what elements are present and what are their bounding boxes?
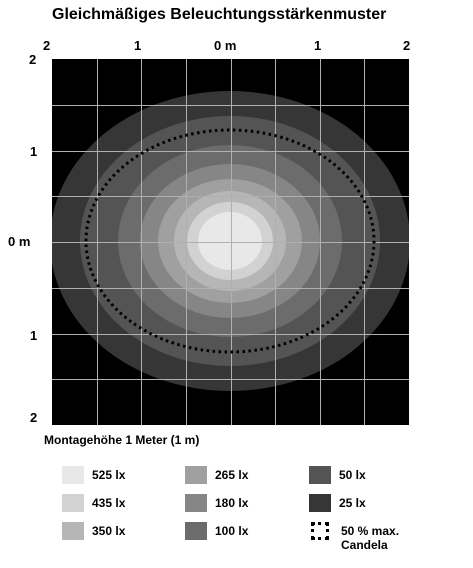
x-tick-right-1: 1 (314, 38, 322, 53)
illuminance-plot (52, 59, 409, 425)
x-tick-left-2: 2 (43, 38, 51, 53)
legend-label: 180 lx (215, 496, 249, 510)
legend-label: 25 lx (339, 496, 366, 510)
legend-item-265: 265 lx (185, 466, 248, 488)
legend-swatch (309, 494, 331, 512)
mounting-height-caption: Montagehöhe 1 Meter (1 m) (44, 433, 200, 447)
y-tick-bottom-2: 2 (30, 410, 38, 425)
legend-swatch (309, 466, 331, 484)
legend-item-350: 350 lx (62, 522, 125, 544)
legend-label: 350 lx (92, 524, 126, 538)
contour-rings (52, 91, 409, 391)
legend-swatch (185, 466, 207, 484)
y-tick-top-1: 1 (30, 144, 38, 159)
legend-label: 50 lx (339, 468, 366, 482)
legend-swatch (185, 494, 207, 512)
legend-label: 525 lx (92, 468, 126, 482)
y-tick-bottom-1: 1 (30, 328, 38, 343)
x-tick-left-1: 1 (134, 38, 142, 53)
legend-item-half-candela: 50 % max. Candela (311, 522, 421, 562)
legend-swatch (62, 522, 84, 540)
legend-item-525: 525 lx (62, 466, 125, 488)
legend-item-50: 50 lx (309, 466, 366, 488)
legend-item-100: 100 lx (185, 522, 248, 544)
x-tick-right-2: 2 (403, 38, 411, 53)
dotted-square-icon (311, 522, 329, 540)
legend-label: 100 lx (215, 524, 249, 538)
legend-label: 50 % max. Candela (341, 524, 400, 552)
grid-lines (52, 59, 409, 425)
legend-swatch (62, 466, 84, 484)
legend-label: 265 lx (215, 468, 249, 482)
y-tick-top-2: 2 (29, 52, 37, 67)
legend-swatch (185, 522, 207, 540)
diagram-title: Gleichmäßiges Beleuchtungsstärkenmuster (52, 6, 387, 23)
legend-label: 435 lx (92, 496, 126, 510)
legend-item-180: 180 lx (185, 494, 248, 516)
legend-item-435: 435 lx (62, 494, 125, 516)
legend-swatch (62, 494, 84, 512)
y-tick-center: 0 m (8, 234, 31, 249)
contour-ring (198, 212, 262, 270)
x-tick-center: 0 m (214, 38, 237, 53)
half-max-candela-outline (84, 128, 376, 354)
legend-item-25: 25 lx (309, 494, 366, 516)
